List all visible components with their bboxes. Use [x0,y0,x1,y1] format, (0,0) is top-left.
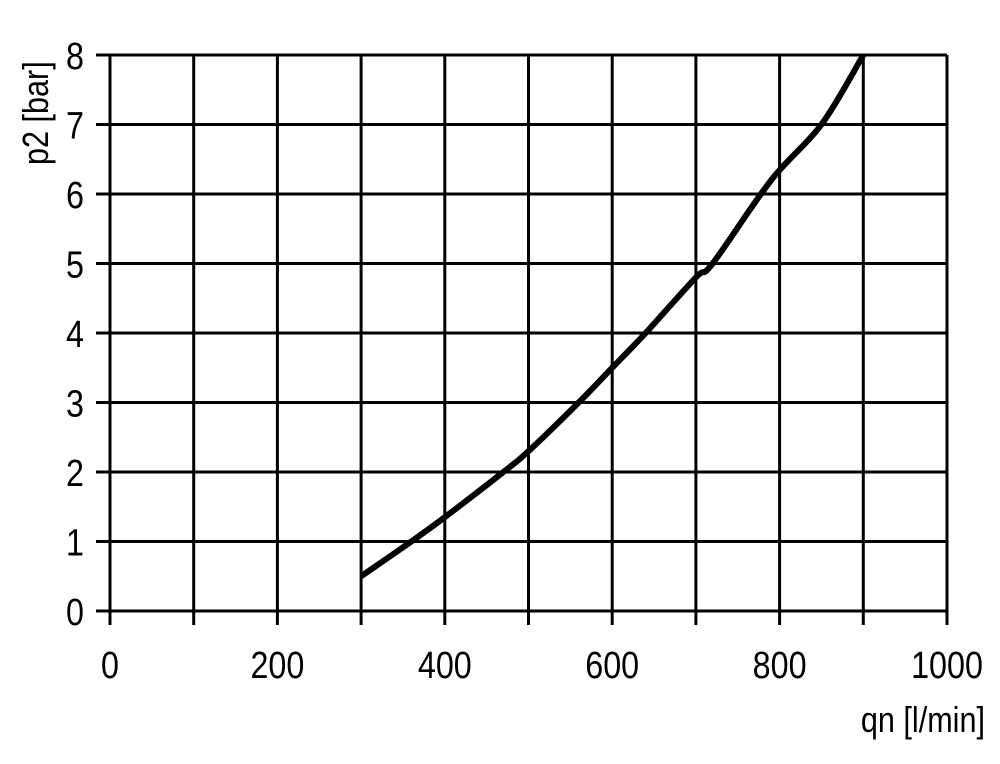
x-tick-label: 0 [101,645,119,687]
y-tick-labels: 0 1 2 3 4 5 6 7 8 [66,36,84,634]
y-tick-label: 5 [66,244,84,286]
x-tick-label: 800 [753,645,807,687]
y-tick-label: 7 [66,105,84,147]
x-tick-label: 600 [585,645,639,687]
x-tick-label: 200 [250,645,304,687]
y-tick-label: 1 [66,522,84,564]
x-tick-label: 400 [418,645,472,687]
y-tick-label: 2 [66,453,84,495]
x-tick-label: 1000 [911,645,983,687]
y-tick-label: 4 [66,314,84,356]
series-line [359,53,866,579]
y-tick-label: 8 [66,36,84,78]
x-tick-labels: 0 200 400 600 800 1000 [101,645,983,687]
y-tick-label: 6 [66,175,84,217]
grid [96,53,949,625]
y-tick-label: 0 [66,592,84,634]
y-tick-label: 3 [66,383,84,425]
series [359,53,866,579]
y-axis-label: p2 [bar] [17,61,57,165]
x-axis-label: qn [l/min] [861,701,985,741]
